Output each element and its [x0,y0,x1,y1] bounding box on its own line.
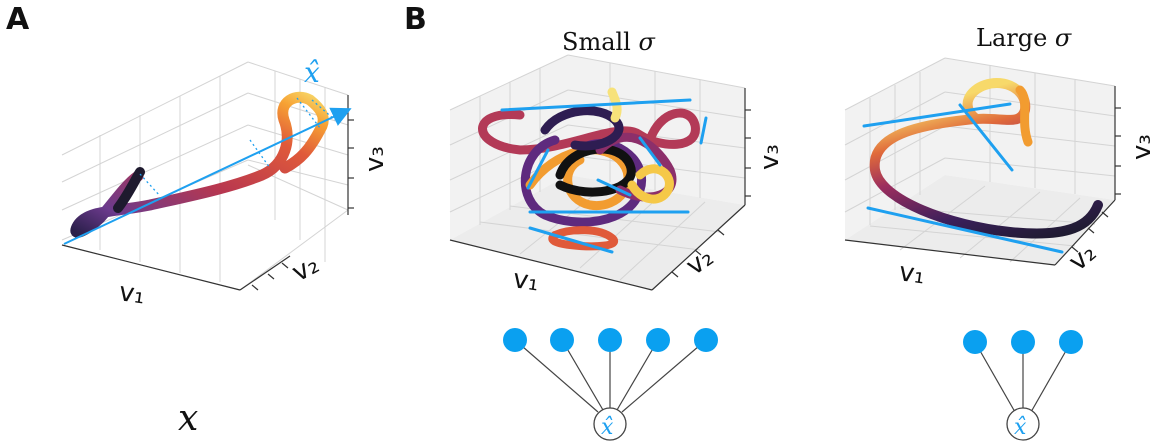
small-node-2 [550,328,574,352]
large-hub-node [1006,407,1040,441]
small-axis-label-v3: v₃ [755,144,785,170]
large-sigma-title: Large σ [976,24,1071,52]
axis-label-v2: v₂ [287,250,324,289]
panel-a-axes: x̂ v₁ v₂ v₃ [61,56,390,311]
large-axis-label-v1: v₁ [897,257,927,290]
large-axis-label-v3: v₃ [1127,134,1157,160]
x-hat-arrow [63,107,352,245]
large-node-2 [1011,330,1035,354]
panel-a-bottom-label: x [178,398,199,439]
large-hub-label: x̂ [1014,415,1027,440]
arrow-label: x̂ [304,56,320,89]
large-node-3 [1059,330,1083,354]
small-sigma-network: x̂ [503,328,718,441]
large-title-text: Large [976,24,1055,52]
panel-b-small-axes: v₁ v₂ v₃ [449,54,785,298]
axis-label-v1: v₁ [117,277,147,310]
small-node-3 [598,328,622,352]
small-hub-label: x̂ [601,415,614,440]
large-sigma-trajectory [869,78,1103,239]
panel-a-trajectory [70,91,329,238]
small-sigma-title: Small σ [562,28,655,56]
large-title-sigma: σ [1054,24,1072,52]
small-axis-label-v1: v₁ [511,264,541,297]
axis-label-v3: v₃ [360,146,390,172]
large-sigma-network: x̂ [963,330,1083,441]
small-node-5 [694,328,718,352]
large-node-1 [963,330,987,354]
small-node-4 [646,328,670,352]
small-title-sigma: σ [638,28,655,56]
panel-b-letter: B [404,2,427,37]
small-node-1 [503,328,527,352]
panel-b-large-axes: v₁ v₂ v₃ [844,57,1157,291]
small-title-text: Small [562,28,639,56]
small-hub-node [593,407,627,441]
panel-a-letter: A [6,2,30,37]
small-sigma-trajectory [478,87,700,251]
